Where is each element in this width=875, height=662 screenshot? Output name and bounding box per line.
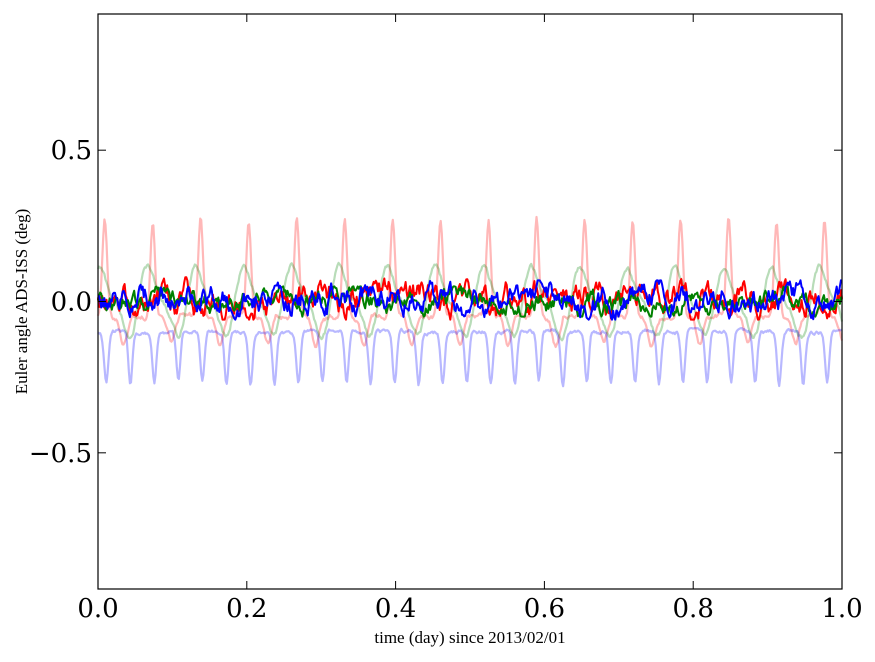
- series-line-5: [97, 279, 843, 321]
- x-tick-label: 0.2: [226, 594, 267, 624]
- series-layer: [96, 215, 844, 388]
- y-axis-label: Euler angle ADS-ISS (deg): [12, 209, 31, 395]
- y-tick-label: 0.0: [51, 288, 92, 318]
- x-tick-label: 0.8: [673, 594, 714, 624]
- series-line-2: [97, 327, 843, 388]
- x-axis-label: time (day) since 2013/02/01: [374, 628, 565, 647]
- x-tick-label: 1.0: [821, 594, 862, 624]
- x-tick-label: 0.4: [375, 594, 416, 624]
- series-line-4: [97, 285, 843, 318]
- x-tick-label: 0.0: [77, 594, 118, 624]
- y-tick-label: 0.5: [51, 136, 92, 166]
- y-tick-label: −0.5: [29, 439, 92, 469]
- series-line-0: [96, 215, 844, 349]
- series-line-1: [97, 261, 844, 342]
- tick-layer: 0.0 0.2 0.4 0.6 0.8 1.0 0.5 0.0 −0.5: [29, 14, 863, 624]
- x-tick-label: 0.6: [524, 594, 565, 624]
